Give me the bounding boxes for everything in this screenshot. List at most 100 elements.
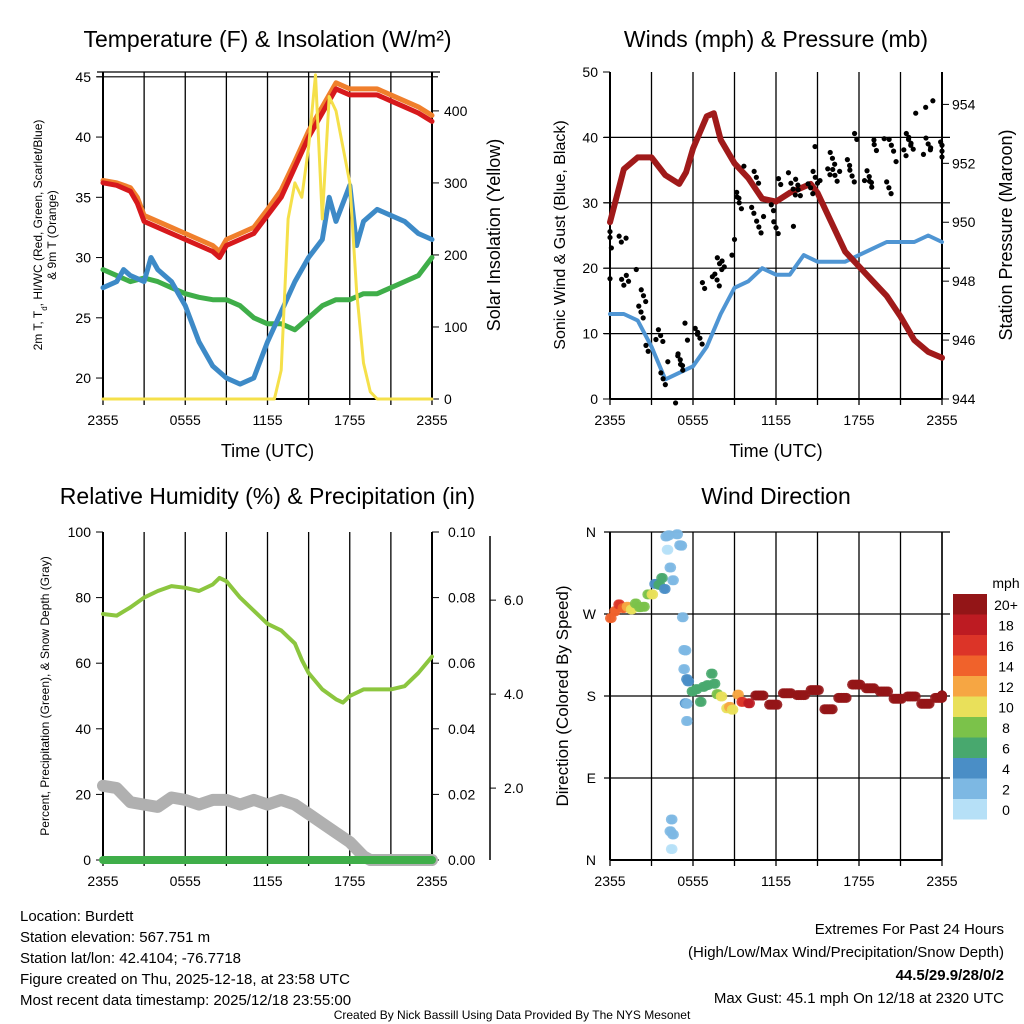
gust-point [662,382,668,388]
y2-tick-label: 944 [952,391,976,407]
direction-point [827,704,838,715]
gust-point [925,141,931,147]
gust-point [623,272,629,278]
gust-point [849,173,855,179]
gust-point [684,337,691,343]
direction-point [883,686,894,697]
gust-point [695,329,701,335]
direction-tick-label: S [587,688,596,704]
direction-point [668,575,679,586]
station-info-line: Most recent data timestamp: 2025/12/18 2… [20,992,351,1009]
gust-point [716,283,722,289]
gust-point [754,218,760,224]
direction-point [758,690,769,701]
y-tick-label: 35 [75,189,91,205]
y2-tick-label: 952 [952,155,976,171]
gust-point [660,376,666,382]
gust-point [658,332,664,339]
chart-title: Wind Direction [701,483,851,509]
gust-point [847,167,853,173]
panel-2: 2355 0555 1155 1755 2355 Winds (mph) & Pressu… [552,26,1016,461]
direction-point [910,691,921,702]
gust-point [832,161,838,167]
y-label-part: 2m T, T [31,310,45,350]
gust-point [621,282,627,288]
station-info-line: Station lat/lon: 42.4104; -76.7718 [20,950,241,967]
y-axis-label: Percent, Precipitation (Green), & Snow D… [38,556,52,835]
legend-swatch [953,737,987,758]
y2-tick-label: 946 [952,332,976,348]
y2-tick-label: 948 [952,273,976,289]
wc-line [100,182,435,387]
legend-label: 0 [1002,802,1010,818]
direction-point [682,698,693,709]
gust-point [638,287,644,293]
gust-point [881,136,887,142]
gust-point [660,338,666,345]
gust-point [680,367,686,373]
gust-point [749,204,755,210]
y2-tick-label: 0.00 [448,852,475,868]
gust-point [866,178,873,184]
gust-point [721,264,727,270]
snow-tick-label: 4.0 [504,686,524,702]
legend-swatch [953,758,987,779]
y-label-part: , HI/WC (Red, Green, Scarlet/Blue) [31,120,45,307]
x-tick-label: 1755 [334,873,365,889]
gust-point [714,255,720,261]
gust-point [643,298,649,305]
station-pressure-line [607,110,945,361]
gust-point [893,158,899,165]
x-tick-label: 0555 [677,873,708,889]
gust-point [625,278,632,284]
gust-point [866,174,872,180]
direction-point [660,583,671,594]
x-tick-label: 1755 [334,412,365,428]
y2-tick-label: 950 [952,214,976,230]
y2-tick-label: 0.06 [448,655,475,671]
x-tick-label: 2355 [926,873,957,889]
station-info: Location: Burdett Station elevation: 567.… [20,908,1004,1022]
gust-point [810,191,816,197]
gust-point [888,142,894,148]
gust-point [645,348,651,354]
y-tick-label: 40 [75,129,91,145]
gust-point [844,157,850,163]
gust-point [755,180,762,186]
gust-point [910,146,916,152]
gust-point [830,166,836,173]
y-tick-label: 20 [75,370,91,386]
y-label-sub: d [40,306,49,310]
gust-point [939,142,945,148]
y-tick-label: 0 [83,852,91,868]
panel-1: 2355 0555 1155 1755 2355 Temperature (F) & In… [31,26,504,461]
x-tick-label: 2355 [594,412,625,428]
gust-point [837,168,843,175]
y2-tick-label: 200 [444,247,468,263]
x-tick-label: 1155 [252,873,282,889]
gust-point [758,230,764,236]
gust-point [616,233,622,239]
gust-point [714,277,720,283]
gust-point [623,235,629,241]
gust-point [775,230,781,237]
gust-point [812,143,818,150]
gust-point [913,110,919,116]
gust-point [827,149,833,156]
y-tick-label: 30 [582,195,598,211]
gust-point [702,285,708,292]
y-tick-label: 60 [75,655,91,671]
x-tick-label: 2355 [594,873,625,889]
9m-t-line [100,80,435,254]
gust-point [778,181,784,188]
direction-point [667,814,678,825]
gust-point [655,327,662,333]
x-axis-label: Time (UTC) [221,441,314,461]
x-axis-label: Time (UTC) [729,441,822,461]
legend-swatch [953,594,987,615]
gust-point [672,400,679,406]
chart-title: Relative Humidity (%) & Precipitation (i… [60,483,475,509]
gust-point [734,194,740,200]
direction-point [679,664,690,675]
